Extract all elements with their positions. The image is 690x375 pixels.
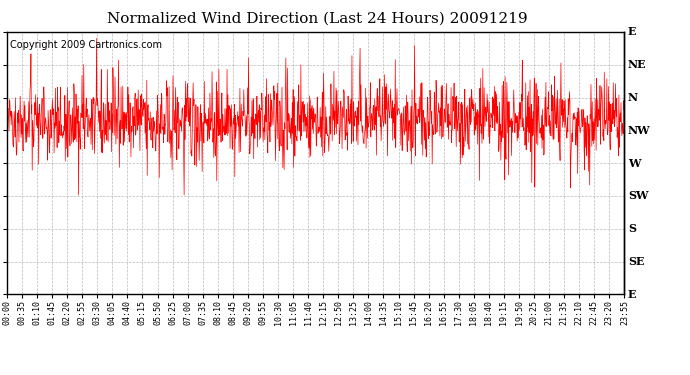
Text: SW: SW: [628, 190, 649, 201]
Text: NE: NE: [628, 59, 647, 70]
Text: E: E: [628, 289, 636, 300]
Text: E: E: [628, 26, 636, 38]
Text: NW: NW: [628, 125, 651, 136]
Text: W: W: [628, 158, 640, 169]
Text: Copyright 2009 Cartronics.com: Copyright 2009 Cartronics.com: [10, 40, 162, 50]
Text: S: S: [628, 223, 636, 234]
Text: N: N: [628, 92, 638, 103]
Text: SE: SE: [628, 256, 644, 267]
Text: Normalized Wind Direction (Last 24 Hours) 20091219: Normalized Wind Direction (Last 24 Hours…: [107, 11, 528, 25]
